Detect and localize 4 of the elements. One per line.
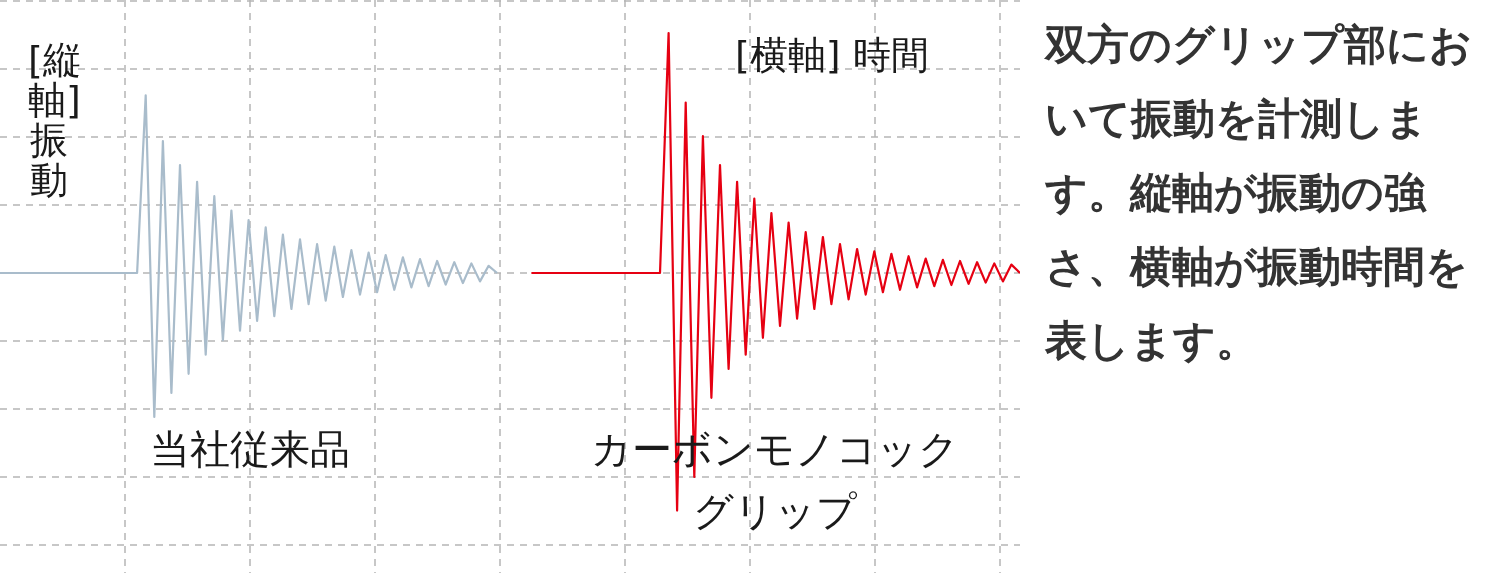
series-label: 当社従来品 — [149, 425, 351, 474]
y-axis-title: [縦軸] 振動 — [28, 38, 81, 202]
x-axis-title: [横軸] 時間 — [735, 32, 929, 79]
text: 双方のグリップ部において振動を計測します。縦軸が振動の強さ、横軸が振動時間を表します。 — [1045, 19, 1473, 367]
